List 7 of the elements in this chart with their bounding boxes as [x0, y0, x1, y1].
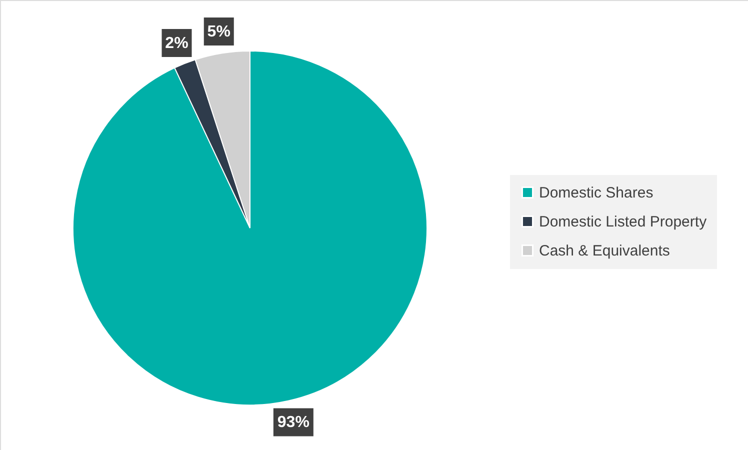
- legend-label: Domestic Listed Property: [539, 214, 708, 230]
- data-label: 2%: [165, 34, 188, 52]
- legend-label: Cash & Equivalents: [539, 242, 670, 260]
- pie-slice: [72, 50, 428, 406]
- data-label: 5%: [207, 23, 230, 40]
- legend-label: Domestic Shares: [539, 184, 654, 202]
- data-label: 93%: [277, 414, 310, 432]
